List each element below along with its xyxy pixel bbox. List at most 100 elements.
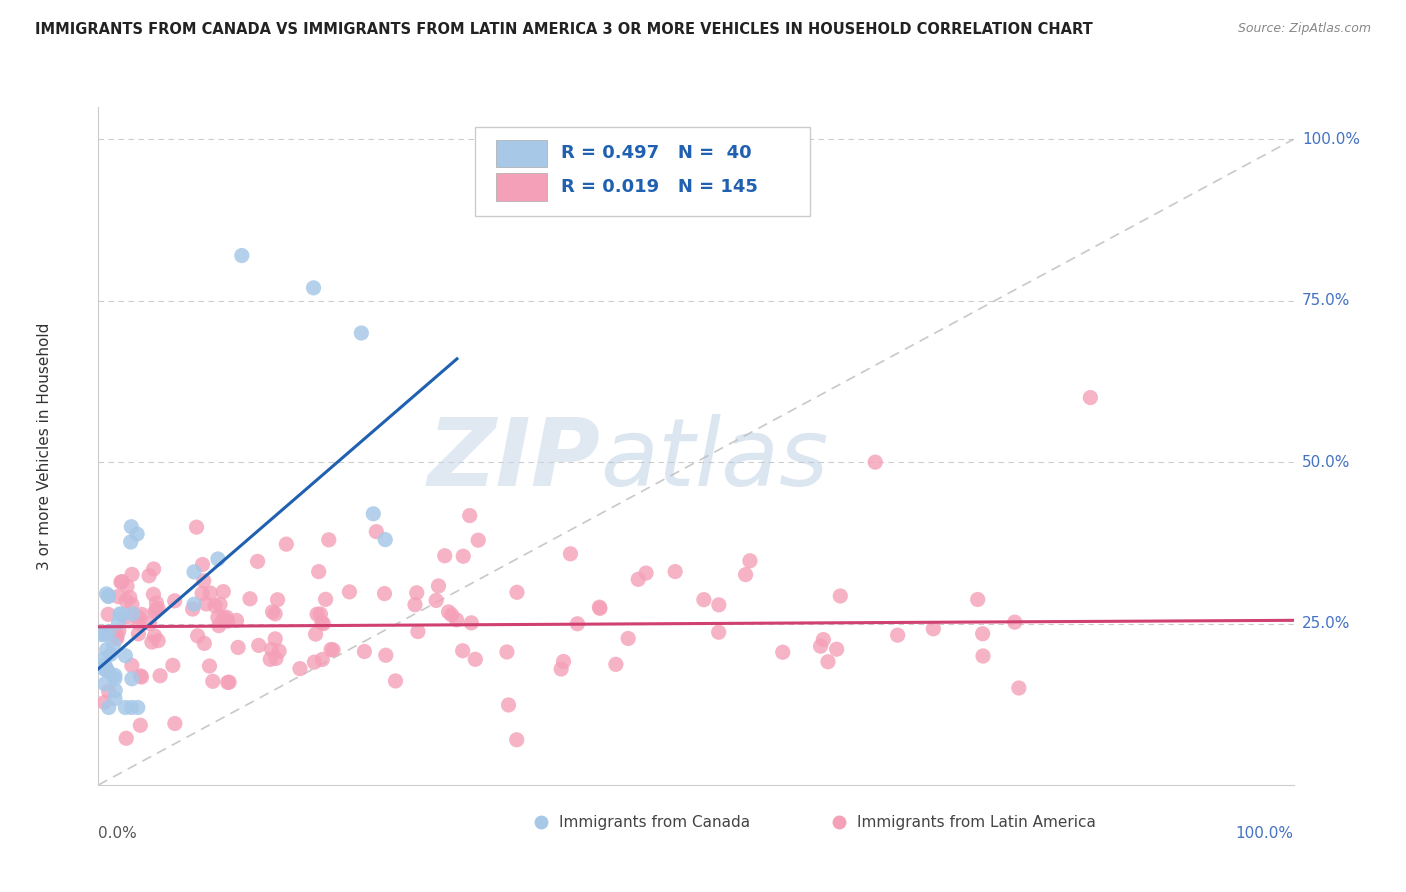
Text: 50.0%: 50.0% [1302,455,1350,470]
Point [94,628,117,642]
Point [105,632,128,646]
Point [120,535,142,549]
Point [198,659,221,673]
Point [145,603,167,617]
Point [322,643,344,657]
Point [318,533,340,547]
Point [104,672,127,686]
Point [363,507,385,521]
Point [506,732,529,747]
Text: 0.0%: 0.0% [98,826,138,840]
Bar [496,139,547,167]
Point [163,594,186,608]
Point [734,567,756,582]
Point [115,610,138,624]
Point [142,587,165,601]
Point [100,647,122,661]
Point [93,695,115,709]
Point [553,655,575,669]
Point [149,669,172,683]
Point [830,589,852,603]
Point [97,607,120,622]
Point [183,565,205,579]
Point [94,677,117,691]
Point [163,716,186,731]
Text: ZIP: ZIP [427,414,600,506]
Point [186,520,208,534]
Point [374,533,396,547]
Point [451,549,474,564]
Point [97,700,120,714]
Point [315,592,337,607]
Point [239,591,262,606]
Point [218,675,240,690]
Point [141,635,163,649]
Point [114,700,136,714]
Point [458,508,481,523]
Point [183,597,205,611]
Text: 75.0%: 75.0% [1302,293,1350,309]
Point [104,668,127,682]
Point [588,600,610,615]
Point [105,627,128,641]
Point [972,626,994,640]
Point [115,731,138,746]
Point [162,658,184,673]
Point [97,665,120,679]
Point [121,658,143,673]
Text: R = 0.497   N =  40: R = 0.497 N = 40 [561,145,752,162]
Point [304,627,326,641]
Point [464,652,486,666]
Point [120,519,142,533]
Point [201,674,224,689]
Point [145,596,167,610]
Point [560,547,582,561]
Point [225,614,247,628]
Point [433,549,456,563]
Point [264,632,287,646]
Point [813,632,835,647]
Point [467,533,489,548]
Point [131,670,153,684]
Point [307,607,329,622]
Point [384,673,406,688]
Point [138,568,160,582]
Text: 100.0%: 100.0% [1236,826,1294,840]
Point [451,644,474,658]
Point [193,574,215,588]
Point [93,662,115,676]
Text: 3 or more Vehicles in Household: 3 or more Vehicles in Household [37,322,52,570]
Text: atlas: atlas [600,414,828,505]
Point [496,645,519,659]
Point [247,639,270,653]
Point [693,592,716,607]
Point [276,537,298,551]
Point [707,598,730,612]
Bar [475,128,810,216]
Point [886,628,908,642]
Point [288,662,311,676]
Point [366,524,388,539]
Point [121,598,143,612]
Point [207,610,229,624]
Point [195,597,218,611]
Point [110,575,132,590]
Point [304,655,326,669]
Point [308,565,330,579]
Point [212,584,235,599]
Point [226,640,249,655]
Point [128,610,150,624]
Point [264,651,287,665]
Point [107,590,129,604]
Point [259,652,281,666]
Point [138,616,160,631]
Point [427,579,450,593]
Point [145,604,167,618]
Point [97,624,120,639]
Point [118,591,141,605]
Point [193,636,215,650]
Point [127,627,149,641]
Point [127,700,149,714]
Point [103,637,125,651]
Point [131,607,153,622]
